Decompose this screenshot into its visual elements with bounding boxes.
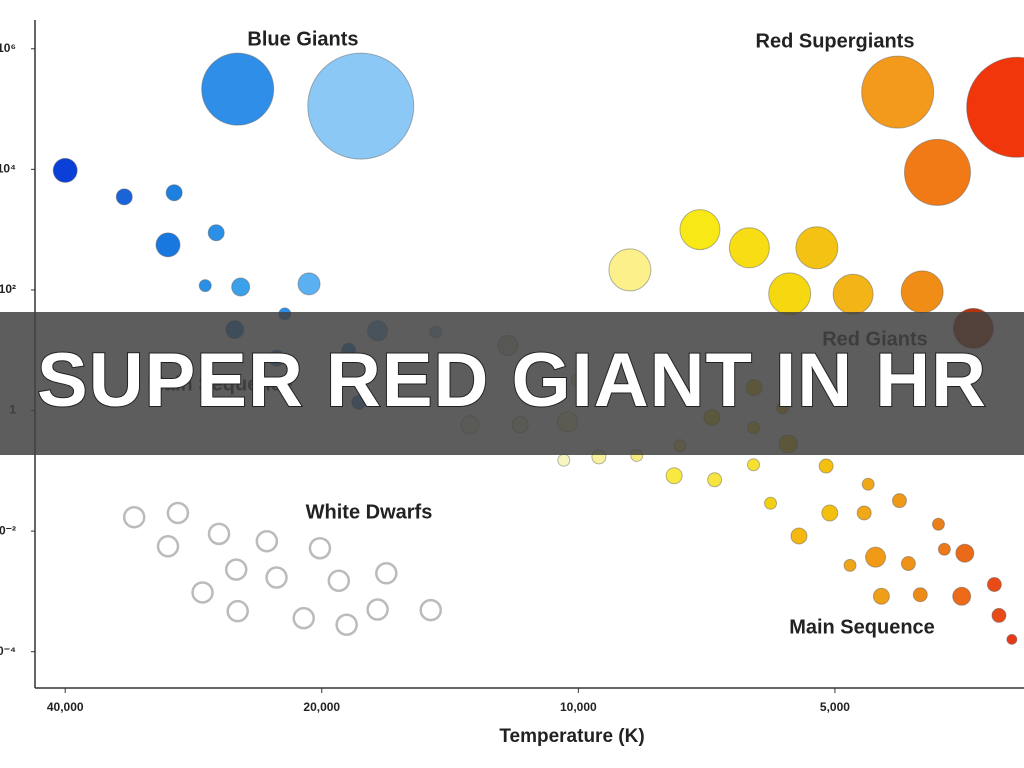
star bbox=[557, 453, 571, 467]
star bbox=[292, 606, 315, 630]
star bbox=[966, 56, 1024, 158]
star bbox=[366, 598, 389, 621]
y-tick-label: 10⁶ bbox=[0, 41, 16, 55]
star bbox=[165, 184, 183, 202]
star bbox=[768, 272, 812, 316]
star bbox=[952, 586, 972, 606]
x-axis-label: Temperature (K) bbox=[499, 726, 644, 747]
star bbox=[795, 226, 839, 270]
star bbox=[224, 558, 248, 581]
star bbox=[900, 556, 916, 572]
star bbox=[707, 472, 723, 488]
y-tick-label: 10² bbox=[0, 282, 16, 296]
star bbox=[608, 248, 652, 292]
star bbox=[327, 569, 351, 593]
star bbox=[843, 558, 857, 572]
y-tick-label: 10⁻² bbox=[0, 523, 16, 537]
star bbox=[375, 562, 398, 585]
y-tick-label: 10⁻⁴ bbox=[0, 644, 16, 658]
star bbox=[207, 522, 231, 546]
star bbox=[155, 232, 181, 258]
star bbox=[419, 598, 442, 622]
group-label: Red Supergiants bbox=[756, 30, 915, 52]
star bbox=[912, 587, 928, 603]
star bbox=[307, 52, 415, 160]
star bbox=[335, 613, 358, 636]
y-tick-label: 10⁴ bbox=[0, 162, 16, 176]
star bbox=[198, 279, 212, 293]
star bbox=[861, 477, 875, 491]
group-label: White Dwarfs bbox=[306, 501, 433, 523]
star bbox=[122, 505, 146, 529]
star bbox=[231, 277, 251, 297]
star bbox=[265, 566, 288, 589]
star bbox=[931, 517, 945, 531]
star bbox=[191, 581, 214, 604]
star bbox=[679, 209, 721, 251]
star bbox=[665, 467, 683, 485]
x-tick-label: 5,000 bbox=[820, 700, 850, 714]
star bbox=[1006, 633, 1018, 645]
star bbox=[226, 599, 249, 623]
star bbox=[821, 504, 839, 522]
star bbox=[764, 496, 778, 510]
star bbox=[818, 458, 834, 474]
slide-title: SUPER RED GIANT IN HR bbox=[37, 338, 987, 423]
x-tick-label: 40,000 bbox=[47, 700, 84, 714]
group-label: Main Sequence bbox=[789, 616, 935, 638]
star bbox=[865, 546, 887, 568]
star bbox=[790, 527, 808, 545]
star bbox=[891, 493, 907, 509]
star bbox=[872, 587, 890, 605]
title-banner bbox=[0, 312, 1024, 455]
star bbox=[937, 542, 951, 556]
star bbox=[52, 157, 78, 183]
star bbox=[856, 505, 872, 521]
star bbox=[900, 270, 944, 314]
star bbox=[832, 273, 874, 315]
star bbox=[156, 535, 180, 558]
star bbox=[728, 227, 770, 269]
group-label: Blue Giants bbox=[247, 28, 358, 50]
star bbox=[255, 529, 279, 553]
star bbox=[115, 188, 133, 206]
star bbox=[207, 224, 225, 242]
star bbox=[308, 536, 332, 560]
star bbox=[955, 543, 975, 563]
star bbox=[747, 458, 761, 472]
star bbox=[861, 55, 935, 129]
x-tick-label: 10,000 bbox=[560, 700, 597, 714]
star bbox=[201, 52, 275, 126]
x-tick-label: 20,000 bbox=[303, 700, 340, 714]
star bbox=[297, 272, 321, 296]
star bbox=[903, 138, 971, 206]
star bbox=[991, 607, 1007, 623]
star bbox=[986, 577, 1002, 593]
star bbox=[166, 501, 190, 525]
